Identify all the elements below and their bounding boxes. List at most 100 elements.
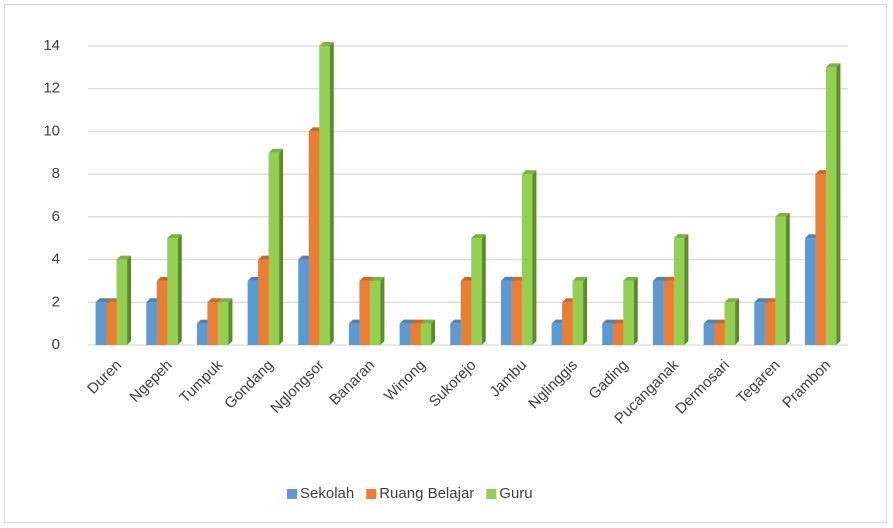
bar	[521, 170, 537, 345]
bar-front	[146, 302, 157, 345]
bar-side	[481, 234, 486, 345]
bar-side	[431, 319, 436, 345]
bar-side	[127, 255, 132, 345]
bar-front	[511, 280, 522, 345]
bar-front	[703, 323, 715, 345]
bar-top	[217, 298, 233, 303]
bar-top	[652, 276, 668, 281]
bar-front	[602, 323, 613, 345]
legend-swatch	[287, 489, 297, 499]
bar-top	[572, 276, 588, 281]
bar	[775, 212, 790, 345]
bar-front	[623, 280, 634, 345]
bar-front	[106, 302, 117, 345]
bar-front	[754, 302, 765, 345]
y-tick-label: 0	[52, 336, 60, 353]
bar	[623, 276, 638, 345]
bar-front	[167, 238, 178, 345]
bar-front	[724, 302, 736, 345]
bar-front	[369, 280, 381, 345]
chart-border	[4, 4, 887, 523]
bar-front	[258, 259, 269, 345]
bar-top	[399, 319, 415, 324]
bar-front	[207, 302, 218, 345]
bar	[268, 148, 284, 345]
bar-front	[804, 238, 816, 345]
bar-top	[359, 276, 374, 281]
bar-top	[369, 276, 385, 281]
bar-front	[764, 302, 776, 345]
bar	[572, 276, 588, 345]
bar	[319, 42, 334, 345]
bar	[116, 255, 132, 345]
bar-side	[633, 276, 638, 345]
bar-front	[268, 152, 280, 345]
bar-front	[410, 323, 421, 345]
bar	[217, 298, 233, 345]
legend-swatch	[486, 489, 497, 499]
bar-front	[420, 323, 432, 345]
bar-front	[714, 323, 725, 345]
bar-front	[348, 323, 360, 345]
bar-top	[207, 298, 222, 303]
bar-top	[673, 234, 689, 239]
bar-top	[319, 42, 334, 46]
y-tick-label: 10	[43, 122, 60, 139]
bar-top	[500, 276, 516, 281]
bar-front	[298, 259, 309, 345]
legend-label: Ruang Belajar	[379, 485, 474, 502]
bar-front	[612, 323, 624, 345]
bar-side	[177, 234, 182, 345]
bar-front	[775, 216, 786, 345]
bar	[369, 276, 385, 345]
bar-top	[521, 170, 537, 175]
y-tick-label: 8	[52, 165, 60, 182]
bar-side	[684, 234, 689, 345]
bar-front	[551, 323, 563, 345]
bar-front	[450, 323, 461, 345]
bar-front	[500, 280, 512, 345]
bar-side	[836, 63, 841, 345]
bar	[673, 234, 689, 345]
y-tick-label: 4	[52, 251, 60, 268]
bar-front	[399, 323, 411, 345]
bar-front	[572, 280, 584, 345]
bar-front	[673, 238, 685, 345]
bar-front	[460, 280, 472, 345]
bar-front	[815, 174, 826, 345]
bar-top	[420, 319, 436, 324]
bar-front	[359, 280, 370, 345]
bar-top	[825, 63, 841, 68]
y-tick-label: 14	[43, 37, 60, 54]
legend-swatch	[366, 489, 377, 499]
bar-side	[583, 276, 588, 345]
bar-front	[116, 259, 128, 345]
bar-top	[167, 234, 182, 239]
bar-top	[410, 319, 425, 324]
bar-front	[663, 280, 674, 345]
bar-front	[652, 280, 664, 345]
bar-top	[623, 276, 638, 281]
y-tick-label: 2	[52, 293, 60, 310]
bar-front	[308, 131, 320, 345]
bar-front	[319, 46, 330, 345]
bar-front	[521, 174, 533, 345]
bar-top	[268, 148, 284, 153]
bar-front	[247, 280, 259, 345]
y-tick-label: 6	[52, 208, 60, 225]
bar-top	[95, 298, 111, 303]
bar-side	[735, 298, 740, 345]
bar-front	[156, 280, 168, 345]
bar-front	[471, 238, 482, 345]
bar-front	[217, 302, 229, 345]
y-tick-label: 12	[43, 80, 60, 97]
bar-side	[785, 212, 790, 345]
bar-top	[602, 319, 617, 324]
bar-side	[279, 148, 284, 345]
bar-front	[196, 323, 208, 345]
bar-front	[95, 302, 107, 345]
bar-top	[471, 234, 486, 239]
bar-top	[116, 255, 132, 260]
bar-top	[754, 298, 769, 303]
